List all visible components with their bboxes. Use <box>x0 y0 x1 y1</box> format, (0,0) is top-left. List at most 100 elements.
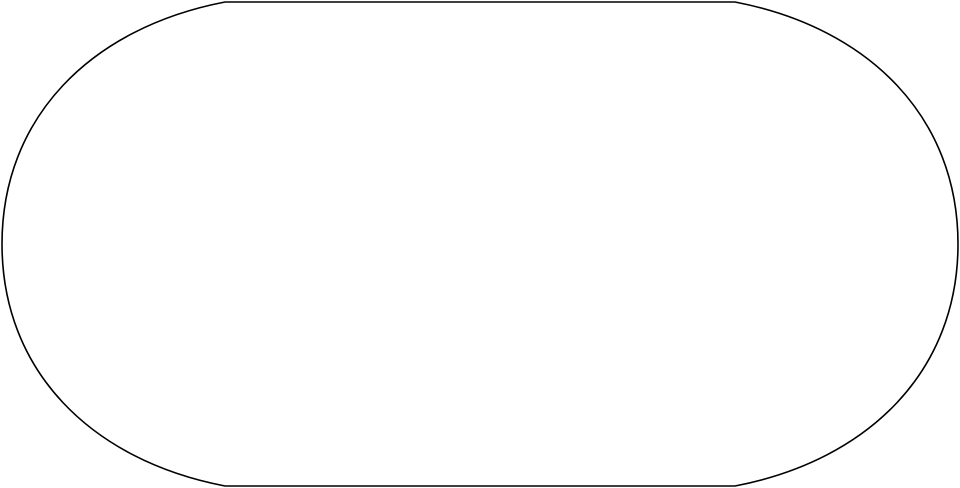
region-shikoku <box>803 140 807 144</box>
region-kurils <box>822 102 826 106</box>
region-tonga <box>934 304 938 308</box>
region-png-islands <box>848 236 852 240</box>
region-faroe <box>441 56 445 60</box>
region-australia <box>740 259 851 345</box>
region-comoros <box>567 276 571 280</box>
region-wallis-futuna <box>936 280 940 284</box>
region-cuba <box>246 193 285 206</box>
region-kurils <box>827 95 831 99</box>
region-somalia <box>571 205 607 241</box>
region-greenland <box>269 6 344 63</box>
region-palawan <box>761 199 769 209</box>
region-solomon-islands <box>863 253 867 257</box>
region-lesser-sunda <box>738 266 742 270</box>
region-senegal <box>423 191 441 204</box>
region-sardinia <box>475 130 479 138</box>
region-marshall-islands <box>882 190 886 194</box>
region-seychelles <box>599 252 603 256</box>
region-uzbekistan <box>599 113 635 135</box>
region-cape-verde <box>402 202 406 206</box>
region-iran <box>577 137 619 167</box>
region-japan-honshu <box>799 119 819 144</box>
region-french-guiana <box>305 227 318 241</box>
region-bahamas <box>284 194 288 198</box>
region-central-europe <box>462 78 516 112</box>
region-samoa <box>924 261 928 265</box>
great-lakes <box>254 110 258 114</box>
region-madagascar <box>590 279 609 323</box>
region-hainan <box>742 168 746 172</box>
region-algeria <box>437 135 481 171</box>
region-ethiopia <box>545 199 579 231</box>
region-svalbard <box>479 7 500 21</box>
region-visayas <box>772 197 776 201</box>
region-iceland <box>404 45 431 61</box>
region-arctic-islands <box>254 35 281 51</box>
region-cyprus <box>541 142 545 146</box>
region-sicily <box>486 144 492 150</box>
region-cambodia <box>702 197 717 211</box>
region-st-pierre <box>321 101 325 105</box>
region-falklands <box>321 395 325 399</box>
region-drc <box>497 235 535 277</box>
region-east-timor <box>758 266 762 270</box>
region-equatorial-guinea <box>471 239 475 243</box>
region-antarctic-peninsula <box>297 425 313 444</box>
island-dots <box>53 8 940 399</box>
region-bangladesh <box>667 167 677 183</box>
great-lakes <box>240 110 246 116</box>
region-tajikistan <box>641 127 657 137</box>
region-borneo <box>721 211 753 245</box>
region-brunei <box>745 216 749 220</box>
region-lesotho <box>528 334 534 340</box>
caspian-sea <box>577 111 589 137</box>
region-fiji <box>899 289 903 293</box>
region-moluccas <box>768 238 772 242</box>
region-mauritius <box>602 301 606 305</box>
region-sierra-leone-liberia <box>429 217 451 231</box>
region-guadeloupe <box>307 211 311 215</box>
region-mindanao <box>771 203 785 217</box>
landmasses <box>68 6 903 421</box>
region-new-zealand-south <box>849 353 866 373</box>
region-djibouti <box>564 200 568 204</box>
region-curacao <box>294 227 298 231</box>
region-luzon <box>767 176 781 194</box>
region-lebanon <box>545 145 549 149</box>
region-tanzania <box>535 253 563 275</box>
great-lakes <box>247 112 253 118</box>
region-vanuatu <box>882 278 886 282</box>
region-moluccas <box>772 248 776 252</box>
region-singapore <box>699 233 703 237</box>
region-hawaii <box>96 169 100 173</box>
region-sumatra <box>686 225 717 257</box>
region-sulawesi <box>751 221 767 249</box>
region-new-caledonia <box>876 302 889 311</box>
region-bermuda <box>288 143 292 147</box>
region-new-zealand-north <box>863 337 876 355</box>
region-azores <box>394 128 398 132</box>
region-sakhalin <box>809 87 819 109</box>
region-central-african-republic <box>505 207 527 225</box>
region-uae <box>591 173 603 181</box>
region-iraq <box>560 141 582 161</box>
region-corsica <box>473 124 477 128</box>
region-kazakhstan <box>565 93 669 125</box>
region-sri-lanka <box>645 227 651 235</box>
region-chad <box>497 175 519 205</box>
region-qatar <box>587 170 591 174</box>
region-mongolia <box>695 97 767 119</box>
region-ivory-coast <box>447 211 463 231</box>
region-papua-new-guinea <box>815 229 849 257</box>
region-arctic-islands <box>202 43 223 55</box>
region-south-korea <box>789 129 800 142</box>
region-libya <box>479 145 515 179</box>
region-yemen <box>562 185 593 201</box>
region-malaysia <box>693 217 707 235</box>
region-lesser-sunda <box>730 264 734 268</box>
region-fiji <box>903 286 907 290</box>
region-canary-islands <box>415 153 419 157</box>
region-french-polynesia <box>53 289 57 293</box>
